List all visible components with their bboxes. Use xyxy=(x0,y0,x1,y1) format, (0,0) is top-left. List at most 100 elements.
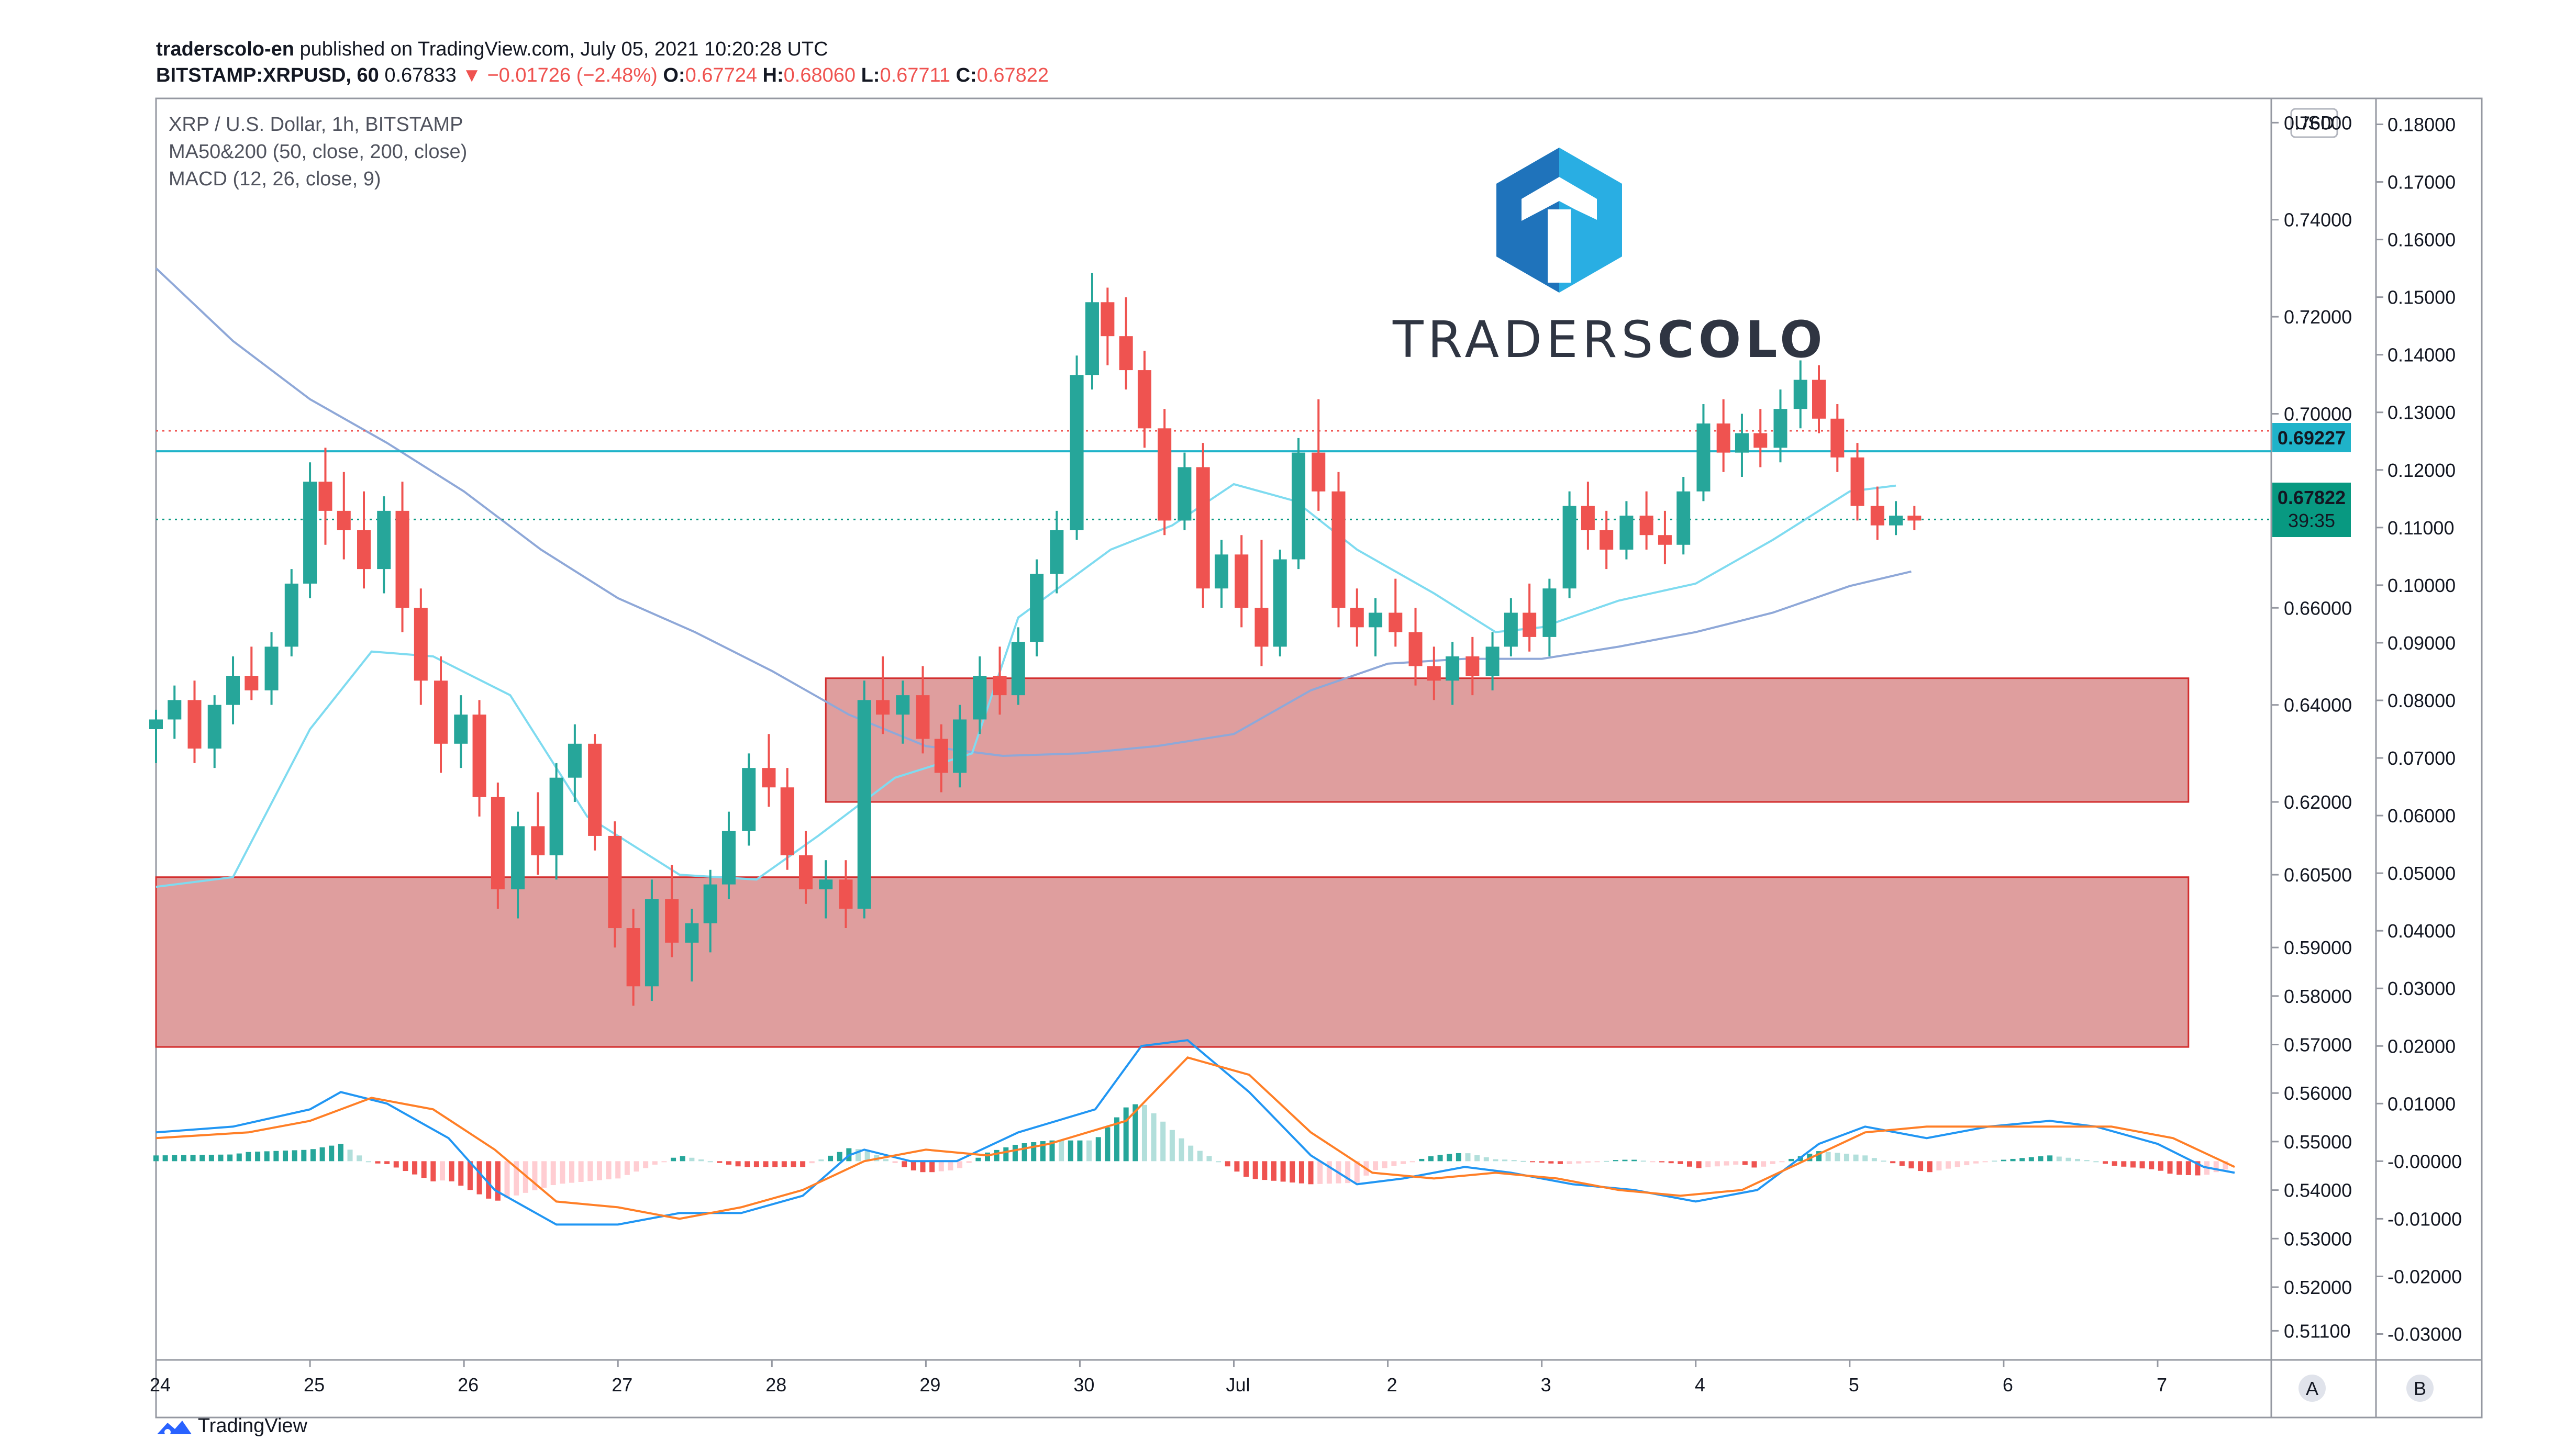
candle-body-78 xyxy=(1639,516,1653,535)
macd-histogram-bar-67 xyxy=(772,1161,778,1167)
macd-axis[interactable]: 0.18000 0.17000 0.16000 0.15000 0.14000 0.130… xyxy=(2376,114,2462,1345)
candle-body-51 xyxy=(1119,336,1133,371)
macd-histogram-bar-141 xyxy=(1456,1153,1461,1162)
scale-a-circle xyxy=(2299,1375,2326,1402)
macd-histogram-bar-32 xyxy=(449,1161,454,1181)
macd-histogram-bar-188 xyxy=(1890,1161,1896,1164)
last-price-label: 0.67822 xyxy=(2278,487,2346,508)
macd-histogram-bar-197 xyxy=(1973,1161,1979,1164)
macd-tick-7: 0.11000 xyxy=(2388,517,2454,539)
candle-body-79 xyxy=(1658,535,1672,545)
countdown-label: 39:35 xyxy=(2288,510,2335,531)
time-tick-8: 2 xyxy=(1387,1374,1397,1396)
macd-histogram-bar-118 xyxy=(1243,1161,1249,1177)
macd-histogram-bar-159 xyxy=(1622,1159,1628,1162)
macd-histogram-bar-183 xyxy=(1844,1154,1849,1162)
candle-body-90 xyxy=(1870,506,1884,526)
macd-histogram-bar-50 xyxy=(615,1161,621,1179)
candle-body-70 xyxy=(1485,646,1500,676)
brand-bold: COLO xyxy=(1657,310,1826,369)
macd-histogram-bar-224 xyxy=(2223,1161,2228,1170)
legend-symbol[interactable]: XRP / U.S. Dollar, 1h, BITSTAMP xyxy=(169,114,463,136)
candle-body-67 xyxy=(1427,666,1441,681)
scale-b-button[interactable]: B xyxy=(2406,1375,2434,1402)
macd-histogram-bar-217 xyxy=(2158,1161,2163,1171)
macd-histogram-bar-147 xyxy=(1511,1160,1517,1162)
candle-body-59 xyxy=(1273,559,1287,647)
macd-histogram-bar-54 xyxy=(652,1161,658,1165)
candle-body-10 xyxy=(337,510,351,530)
ma50-line xyxy=(156,483,1896,888)
price-axis[interactable]: 0.76000 0.74000 0.72000 0.70000 0.66000 0.640… xyxy=(2271,112,2352,1342)
macd-histogram-bar-0 xyxy=(153,1155,159,1162)
candle-body-63 xyxy=(1350,608,1364,628)
macd-histogram-bar-180 xyxy=(1816,1151,1822,1162)
candle-body-22 xyxy=(568,743,582,778)
macd-histogram-bar-53 xyxy=(643,1161,649,1168)
macd-histogram-bar-16 xyxy=(301,1149,307,1162)
macd-histogram-bar-86 xyxy=(948,1161,953,1170)
candle-body-3 xyxy=(207,705,221,749)
tradingview-footer[interactable]: TradingView xyxy=(156,1413,307,1438)
macd-histogram-bar-71 xyxy=(809,1161,815,1164)
macd-histogram-bar-24 xyxy=(375,1161,381,1164)
macd-histogram-bar-15 xyxy=(292,1150,297,1162)
macd-histogram-bar-63 xyxy=(735,1161,741,1167)
macd-histogram-bar-51 xyxy=(624,1161,630,1175)
macd-histogram-bar-161 xyxy=(1640,1160,1646,1162)
macd-histogram-bar-202 xyxy=(2019,1158,2025,1162)
macd-histogram-bar-223 xyxy=(2213,1161,2219,1173)
legend-macd[interactable]: MACD (12, 26, close, 9) xyxy=(169,168,381,190)
candle-body-31 xyxy=(742,768,756,831)
candle-body-64 xyxy=(1369,612,1383,628)
price-tick-0: 0.76000 xyxy=(2284,112,2352,133)
macd-histogram-bar-100 xyxy=(1077,1140,1083,1162)
macd-histogram-bar-31 xyxy=(439,1161,445,1181)
publisher-name[interactable]: traderscolo-en xyxy=(156,38,294,60)
macd-histogram-bar-177 xyxy=(1789,1158,1794,1162)
candle-body-58 xyxy=(1254,608,1269,647)
time-tick-10: 4 xyxy=(1695,1374,1705,1396)
macd-histogram-bar-81 xyxy=(902,1161,907,1167)
macd-histogram-bar-219 xyxy=(2177,1161,2182,1175)
macd-histogram-bar-88 xyxy=(966,1161,972,1163)
price-tick-10: 0.57000 xyxy=(2284,1034,2352,1056)
candle-body-76 xyxy=(1600,530,1614,550)
macd-histogram-bar-11 xyxy=(255,1152,261,1162)
scale-a-button[interactable]: A xyxy=(2299,1375,2326,1402)
macd-tick-20: -0.02000 xyxy=(2388,1266,2462,1287)
macd-histogram-bar-213 xyxy=(2121,1161,2127,1167)
macd-histogram-bar-153 xyxy=(1567,1161,1572,1164)
time-tick-1: 25 xyxy=(304,1374,325,1396)
macd-histogram-bar-110 xyxy=(1169,1130,1175,1162)
macd-histogram-bar-191 xyxy=(1918,1161,1924,1171)
macd-histogram-bar-74 xyxy=(837,1152,842,1162)
candle-body-25 xyxy=(626,928,640,987)
macd-histogram-bar-132 xyxy=(1373,1161,1379,1170)
macd-tick-14: 0.04000 xyxy=(2388,920,2456,942)
candle-body-48 xyxy=(1070,375,1084,530)
macd-histogram-bar-182 xyxy=(1835,1153,1840,1162)
ma50-path xyxy=(156,483,1896,888)
candle-body-18 xyxy=(491,797,505,889)
currency-badge[interactable]: USD xyxy=(2290,108,2338,138)
macd-histogram-bar-89 xyxy=(975,1157,981,1162)
macd-histogram-bar-151 xyxy=(1548,1161,1554,1164)
candle-body-89 xyxy=(1850,457,1864,506)
macd-histogram-bar-82 xyxy=(911,1161,916,1170)
time-axis[interactable]: 24 25 26 27 28 29 30 Jul 2 3 4 5 6 7 xyxy=(150,1360,2167,1396)
open-value: 0.67724 xyxy=(685,64,757,86)
candles xyxy=(149,273,1922,1006)
legend-ma[interactable]: MA50&200 (50, close, 200, close) xyxy=(169,141,467,163)
tradingview-logo-icon xyxy=(157,1420,192,1435)
macd-histogram-bar-189 xyxy=(1899,1161,1905,1166)
macd-histogram-bar-77 xyxy=(864,1151,870,1162)
candle-body-5 xyxy=(245,676,259,690)
time-tick-4: 28 xyxy=(765,1374,786,1396)
candle-body-81 xyxy=(1696,423,1711,492)
candle-body-53 xyxy=(1158,428,1172,521)
macd-histogram-bar-181 xyxy=(1825,1152,1831,1162)
macd-histogram-bar-123 xyxy=(1290,1161,1295,1183)
macd-histogram-bar-137 xyxy=(1419,1158,1425,1162)
